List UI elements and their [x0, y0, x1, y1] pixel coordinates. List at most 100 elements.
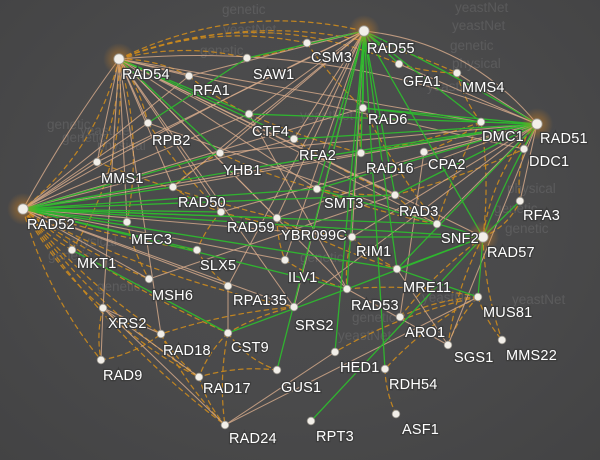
- edge-rad55-ybr099c: [276, 30, 365, 219]
- node-mkt1[interactable]: [67, 245, 77, 255]
- node-mms1[interactable]: [92, 157, 102, 167]
- edge-smt3-snf2: [316, 188, 438, 225]
- edge-rad54-rad18: [118, 58, 162, 335]
- edge-rad55-hed1: [334, 30, 365, 353]
- node-snf2[interactable]: [432, 219, 442, 229]
- edge-rad54-rad51: [118, 55, 538, 125]
- edge-gus1-rad17: [198, 368, 278, 378]
- edge-rad18-rad24: [160, 333, 226, 426]
- node-ilv1[interactable]: [280, 255, 290, 265]
- node-rad51[interactable]: [531, 118, 543, 130]
- node-rad6[interactable]: [358, 103, 368, 113]
- node-cst9[interactable]: [223, 328, 233, 338]
- node-ybr099c[interactable]: [272, 213, 282, 223]
- node-cpa2[interactable]: [419, 147, 429, 157]
- node-hed1[interactable]: [330, 347, 340, 357]
- node-rad53[interactable]: [342, 284, 352, 294]
- node-dmc1[interactable]: [476, 117, 486, 127]
- node-rim1[interactable]: [347, 232, 357, 242]
- node-ddc1[interactable]: [519, 144, 529, 154]
- node-rad18[interactable]: [156, 329, 166, 339]
- node-csm3[interactable]: [302, 38, 312, 48]
- node-rpb2[interactable]: [143, 118, 153, 128]
- edge-xrs2-rad18: [102, 307, 162, 335]
- node-slx5[interactable]: [192, 245, 202, 255]
- edge-rad55-gus1: [276, 30, 365, 371]
- node-rfa3[interactable]: [515, 196, 525, 206]
- node-mec3[interactable]: [122, 217, 132, 227]
- node-gus1[interactable]: [272, 365, 282, 375]
- node-rfa1[interactable]: [184, 71, 194, 81]
- node-label-mms22: MMS22: [506, 348, 557, 364]
- edge-rad57-rpt3: [310, 236, 484, 422]
- edge-rad52-snf2: [22, 208, 438, 225]
- node-label-rad6: RAD6: [368, 112, 407, 128]
- node-rpt3[interactable]: [306, 416, 316, 426]
- node-label-dmc1: DMC1: [482, 129, 524, 145]
- node-ctf4[interactable]: [244, 109, 254, 119]
- node-smt3[interactable]: [312, 184, 322, 194]
- edge-rad52-srs2: [22, 208, 295, 308]
- edge-rad54-rad52: [22, 58, 120, 210]
- node-aro1[interactable]: [395, 312, 405, 322]
- edge-rad54-rad59: [118, 58, 222, 213]
- node-asf1[interactable]: [391, 409, 401, 419]
- node-rfa2[interactable]: [289, 134, 299, 144]
- node-mre11[interactable]: [392, 264, 402, 274]
- edge-yhb1-smt3: [219, 152, 318, 190]
- edge-rad52-rad57: [22, 208, 484, 238]
- label-layer: RAD54 RFA1 SAW1 CSM3 RAD55 GFA1 MMS4 RAD6 DMC1 RA…: [26, 40, 589, 449]
- edge-mms1-ybr099c: [96, 161, 278, 219]
- node-rad54[interactable]: [113, 53, 125, 65]
- edge-rad52-rad24: [22, 208, 226, 426]
- edge-rad54-snf2: [118, 58, 438, 225]
- edge-rad52-mre11: [22, 208, 398, 270]
- watermark-text: yeastNet: [455, 0, 509, 15]
- node-rad57[interactable]: [477, 231, 489, 243]
- node-rad59[interactable]: [216, 207, 226, 217]
- edge-rad24-xrs2: [102, 307, 226, 426]
- node-xrs2[interactable]: [98, 303, 108, 313]
- node-rad3[interactable]: [390, 190, 400, 200]
- node-label-snf2: SNF2: [441, 231, 479, 247]
- node-saw1[interactable]: [242, 53, 252, 63]
- node-label-mec3: MEC3: [131, 232, 172, 248]
- watermark-text: genetic: [47, 117, 91, 132]
- node-rdh54[interactable]: [380, 364, 390, 374]
- node-mus81[interactable]: [473, 292, 483, 302]
- watermark-text: yeastNet: [512, 292, 566, 307]
- node-yhb1[interactable]: [215, 148, 225, 158]
- watermark-text: physical: [452, 56, 501, 71]
- node-label-rpt3: RPT3: [316, 429, 354, 445]
- node-rad50[interactable]: [168, 182, 178, 192]
- node-label-rad57: RAD57: [487, 245, 535, 261]
- edge-rim1-mre11: [351, 236, 398, 270]
- node-rad9[interactable]: [96, 355, 106, 365]
- node-gfa1[interactable]: [394, 59, 404, 69]
- node-label-rpb2: RPB2: [152, 133, 191, 149]
- node-msh6[interactable]: [144, 274, 154, 284]
- node-sgs1[interactable]: [443, 340, 453, 350]
- node-label-srs2: SRS2: [295, 318, 334, 334]
- edge-rad52-rad9: [22, 208, 102, 361]
- node-rad17[interactable]: [194, 372, 204, 382]
- node-rad24[interactable]: [220, 420, 230, 430]
- node-rad52[interactable]: [17, 203, 29, 215]
- node-label-rfa1: RFA1: [193, 83, 230, 99]
- node-mms4[interactable]: [452, 68, 462, 78]
- edge-rad55-rad57: [363, 30, 484, 238]
- node-mms22[interactable]: [497, 335, 507, 345]
- node-rad55[interactable]: [358, 25, 370, 37]
- edge-rad52-rfa1: [22, 75, 190, 210]
- node-rad16[interactable]: [356, 148, 366, 158]
- edge-rad54-rad57: [118, 58, 484, 238]
- node-srs2[interactable]: [289, 302, 299, 312]
- edge-rad51-ybr099c: [276, 123, 538, 219]
- node-label-saw1: SAW1: [253, 67, 294, 83]
- edge-csm3-rad6: [306, 42, 364, 109]
- node-label-cst9: CST9: [231, 340, 269, 356]
- node-label-rfa2: RFA2: [299, 148, 336, 164]
- node-rpa135[interactable]: [223, 281, 233, 291]
